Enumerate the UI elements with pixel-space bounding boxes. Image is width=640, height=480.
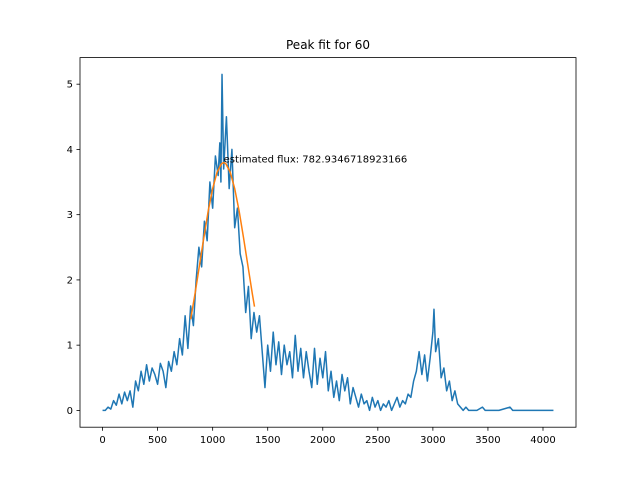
annotation: estimated flux: 782.9346718923166 bbox=[224, 154, 408, 165]
data-line bbox=[189, 161, 256, 320]
y-tick-label: 1 bbox=[67, 341, 73, 352]
x-tick-label: 2500 bbox=[365, 435, 390, 446]
data-line bbox=[102, 73, 554, 412]
y-tick-label: 2 bbox=[67, 275, 73, 286]
x-tick-label: 1000 bbox=[200, 435, 225, 446]
chart-title: Peak fit for 60 bbox=[286, 38, 370, 52]
y-tick-label: 4 bbox=[67, 145, 73, 156]
y-tick-label: 3 bbox=[67, 210, 73, 221]
x-tick-label: 1500 bbox=[255, 435, 280, 446]
x-tick-label: 0 bbox=[99, 435, 105, 446]
x-tick-label: 2000 bbox=[310, 435, 335, 446]
x-tick-label: 3000 bbox=[420, 435, 445, 446]
x-tick-label: 4000 bbox=[530, 435, 555, 446]
x-tick-label: 500 bbox=[148, 435, 167, 446]
y-tick-label: 0 bbox=[67, 406, 73, 417]
x-tick-label: 3500 bbox=[475, 435, 500, 446]
plot-frame bbox=[79, 57, 577, 428]
y-tick-label: 5 bbox=[67, 80, 73, 91]
